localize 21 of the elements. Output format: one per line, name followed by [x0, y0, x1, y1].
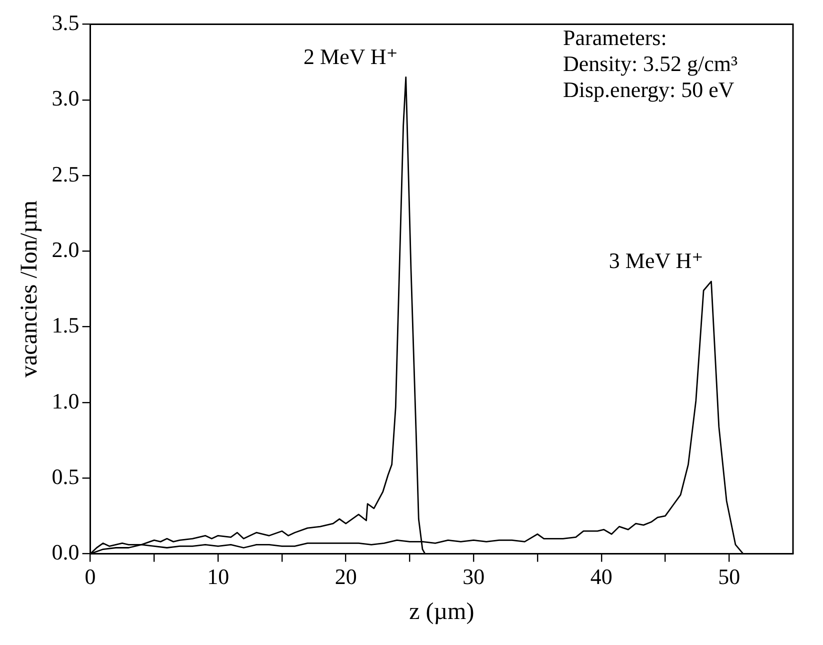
x-axis-title: z (µm): [409, 598, 474, 625]
annotation: 3 MeV H⁺: [608, 248, 704, 274]
x-tick-label: 40: [590, 564, 612, 589]
annotation: Parameters:: [563, 24, 667, 50]
x-tick-label: 0: [84, 564, 96, 589]
annotation: Density: 3.52 g/cm³: [563, 50, 738, 76]
y-tick-label: 3.0: [52, 86, 80, 111]
y-tick-label: 0.5: [52, 464, 80, 489]
annotation: Disp.energy: 50 eV: [563, 76, 734, 102]
y-tick-label: 1.0: [52, 388, 80, 414]
y-tick-label: 0.0: [52, 540, 80, 565]
x-tick-label: 50: [718, 564, 740, 589]
x-tick-label: 10: [207, 564, 230, 589]
annotation: 2 MeV H⁺: [304, 44, 398, 69]
y-tick-label: 2.0: [52, 236, 80, 262]
y-tick-label: 3.5: [52, 10, 80, 35]
x-tick-label: 30: [462, 564, 485, 589]
x-tick-label: 20: [334, 564, 357, 589]
y-tick-label: 2.5: [52, 161, 80, 186]
y-axis-title: vacancies /Ion/µm: [16, 200, 43, 378]
y-tick-label: 1.5: [52, 312, 80, 338]
